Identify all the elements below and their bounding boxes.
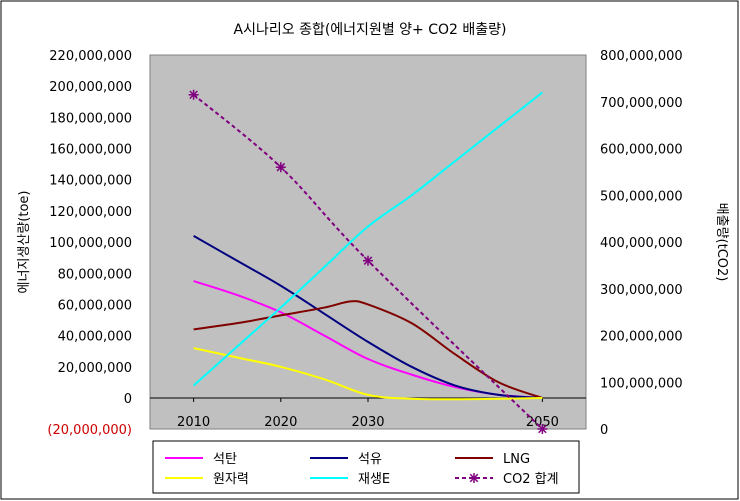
y-right-tick-label: 400,000,000: [600, 236, 683, 251]
y-left-tick-label: 40,000,000: [58, 330, 132, 345]
co2-star-marker: [469, 473, 479, 483]
legend-label: 석탄: [213, 452, 237, 467]
x-tick-label: 2050: [526, 415, 559, 430]
x-tick-label: 2020: [264, 415, 297, 430]
legend-item: 원자력: [165, 472, 249, 487]
legend-item: CO2 합계: [455, 472, 559, 487]
y-left-tick-label: 60,000,000: [58, 298, 132, 313]
y-right-tick-label: 300,000,000: [600, 283, 683, 298]
legend-label: 석유: [358, 452, 382, 467]
legend-item: 석탄: [165, 452, 237, 467]
y-right-tick-label: 100,000,000: [600, 376, 683, 391]
legend-item: 석유: [310, 452, 382, 467]
y-right-tick-label: 700,000,000: [600, 96, 683, 111]
series-재생E-line: [192, 91, 544, 387]
series-layer: [188, 89, 548, 434]
y-left-tick-label: 120,000,000: [49, 205, 132, 220]
legend-label: 재생E: [358, 472, 390, 487]
co2-star-marker: [275, 162, 286, 173]
series-LNG-line: [193, 300, 543, 399]
x-tick-label: 2030: [351, 415, 384, 430]
legend: 석탄 석유 LNG 원자력 재생E CO2 합계: [152, 440, 580, 494]
legend-label: LNG: [503, 452, 530, 467]
y-left-tick-label: 180,000,000: [49, 111, 132, 126]
series-석유-line: [193, 234, 543, 399]
x-tick-label: 2010: [177, 415, 210, 430]
y-left-tick-label: (20,000,000): [47, 423, 132, 438]
y-left-tick-label: 160,000,000: [49, 143, 132, 158]
chart-title: A시나리오 종합(에너지원별 양+ CO2 배출량): [234, 22, 507, 38]
y-right-tick-label: 800,000,000: [600, 49, 683, 64]
y-left-tick-label: 20,000,000: [58, 361, 132, 376]
y-right-tick-label: 500,000,000: [600, 189, 683, 204]
legend-label: CO2 합계: [503, 472, 559, 487]
legend-box: [152, 440, 580, 494]
y-left-tick-label: 200,000,000: [49, 80, 132, 95]
legend-label: 원자력: [213, 472, 249, 487]
co2-star-marker: [537, 424, 548, 434]
series-원자력-line: [193, 347, 543, 401]
legend-item: LNG: [455, 452, 530, 467]
plot-area: [149, 54, 587, 430]
co2-star-marker: [363, 255, 373, 266]
co2-star-marker: [188, 89, 199, 100]
y-left-tick-label: 0: [124, 392, 132, 407]
y-left-tick-label: 80,000,000: [58, 267, 132, 282]
y-right-tick-label: 600,000,000: [600, 143, 683, 158]
y-right-tick-label: 200,000,000: [600, 330, 683, 345]
legend-item: 재생E: [310, 472, 390, 487]
y-right-tick-label: 0: [600, 423, 608, 438]
y-left-tick-label: 100,000,000: [49, 236, 132, 251]
y-axis-right-label: 배출량(tCO2): [714, 203, 729, 282]
y-left-tick-label: 140,000,000: [49, 174, 132, 189]
y-left-tick-label: 220,000,000: [49, 49, 132, 64]
axes: (20,000,000) 0 20,000,000 40,000,000 60,000,…: [47, 49, 682, 438]
y-axis-left-label: 에너지생산량(toe): [17, 191, 32, 294]
